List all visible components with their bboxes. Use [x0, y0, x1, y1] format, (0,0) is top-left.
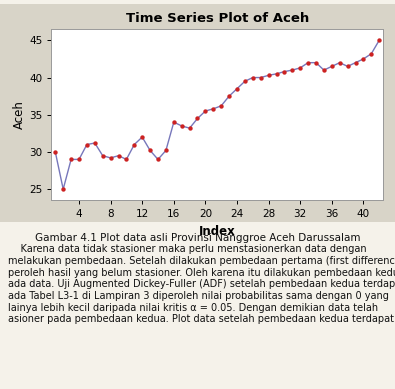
- Point: [210, 106, 216, 112]
- Point: [360, 56, 367, 62]
- Point: [123, 156, 130, 163]
- Point: [281, 68, 288, 75]
- Point: [171, 119, 177, 125]
- X-axis label: Index: Index: [199, 225, 236, 238]
- Point: [226, 93, 232, 99]
- Point: [297, 65, 303, 71]
- Point: [305, 60, 311, 66]
- Point: [289, 67, 295, 73]
- Text: Gambar 4.1 Plot data asli Provinsi Nanggroe Aceh Darussalam: Gambar 4.1 Plot data asli Provinsi Nangg…: [35, 233, 360, 244]
- Point: [202, 108, 209, 114]
- Text: ada Tabel L3-1 di Lampiran 3 diperoleh nilai probabilitas sama dengan 0 yang: ada Tabel L3-1 di Lampiran 3 diperoleh n…: [8, 291, 389, 301]
- Text: ada data. Uji Augmented Dickey-Fuller (ADF) setelah pembedaan kedua terdapat: ada data. Uji Augmented Dickey-Fuller (A…: [8, 279, 395, 289]
- Point: [329, 63, 335, 70]
- Point: [131, 142, 137, 148]
- Point: [313, 60, 319, 66]
- Point: [194, 116, 201, 122]
- Point: [68, 156, 74, 163]
- Point: [52, 149, 58, 155]
- Point: [218, 103, 224, 109]
- Point: [321, 67, 327, 73]
- Text: melakukan pembedaan. Setelah dilakukan pembedaan pertama (first difference): melakukan pembedaan. Setelah dilakukan p…: [8, 256, 395, 266]
- Point: [163, 147, 169, 154]
- Text: Karena data tidak stasioner maka perlu menstasionerkan data dengan: Karena data tidak stasioner maka perlu m…: [8, 244, 367, 254]
- Point: [186, 125, 193, 131]
- Point: [76, 156, 82, 163]
- Point: [234, 86, 240, 92]
- Text: peroleh hasil yang belum stasioner. Oleh karena itu dilakukan pembedaan kedua: peroleh hasil yang belum stasioner. Oleh…: [8, 268, 395, 278]
- Point: [265, 72, 272, 79]
- Point: [147, 147, 153, 154]
- Y-axis label: Aceh: Aceh: [13, 100, 26, 129]
- Title: Time Series Plot of Aceh: Time Series Plot of Aceh: [126, 12, 309, 25]
- Point: [250, 74, 256, 81]
- Point: [368, 51, 374, 57]
- Point: [139, 134, 145, 140]
- Point: [92, 140, 98, 146]
- Text: lainya lebih kecil daripada nilai kritis α = 0.05. Dengan demikian data telah: lainya lebih kecil daripada nilai kritis…: [8, 303, 378, 313]
- Point: [344, 63, 351, 70]
- Point: [179, 123, 185, 129]
- Point: [84, 142, 90, 148]
- Text: asioner pada pembedaan kedua. Plot data setelah pembedaan kedua terdapat pada: asioner pada pembedaan kedua. Plot data …: [8, 314, 395, 324]
- Point: [273, 71, 280, 77]
- Point: [60, 186, 66, 192]
- Point: [352, 60, 359, 66]
- Point: [155, 156, 161, 163]
- Point: [242, 78, 248, 84]
- Point: [107, 155, 114, 161]
- Point: [376, 37, 382, 44]
- Point: [258, 74, 264, 81]
- Point: [115, 152, 122, 159]
- Point: [100, 152, 106, 159]
- Point: [337, 60, 343, 66]
